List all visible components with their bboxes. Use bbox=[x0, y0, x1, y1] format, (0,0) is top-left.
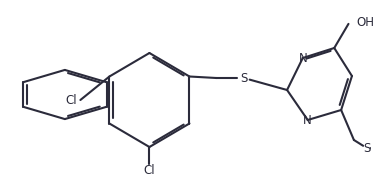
Text: N: N bbox=[299, 51, 307, 64]
Text: Cl: Cl bbox=[144, 164, 155, 177]
Text: OH: OH bbox=[356, 15, 374, 29]
Text: S: S bbox=[363, 142, 370, 154]
Text: N: N bbox=[303, 114, 312, 126]
Text: Cl: Cl bbox=[65, 94, 77, 106]
Text: S: S bbox=[240, 71, 247, 84]
